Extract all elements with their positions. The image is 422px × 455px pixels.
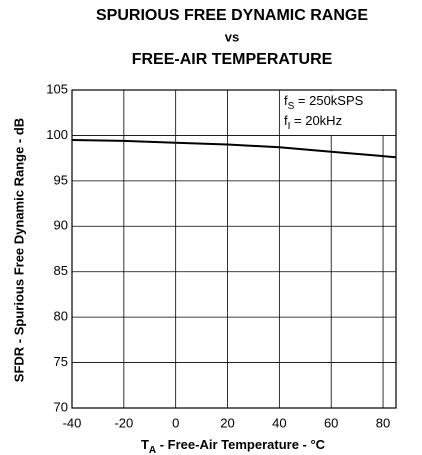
y-tick-label: 100: [46, 127, 68, 142]
x-label-part: T: [141, 437, 149, 452]
x-tick-label: -20: [114, 415, 133, 430]
y-tick-label: 80: [54, 309, 68, 324]
y-axis-label: SFDR - Spurious Free Dynamic Range - dB: [11, 118, 26, 382]
y-tick-label: 95: [54, 172, 68, 187]
x-tick-label: -40: [63, 415, 82, 430]
y-tick-label: 85: [54, 263, 68, 278]
chart-title: vs: [225, 29, 239, 44]
x-tick-label: 60: [324, 415, 338, 430]
x-tick-label: 20: [220, 415, 234, 430]
annotation-part: = 20kHz: [290, 113, 342, 128]
data-line: [71, 138, 397, 159]
annotation: fI = 20kHz: [284, 113, 342, 131]
chart-title: FREE-AIR TEMPERATURE: [132, 51, 333, 68]
x-tick-label: 40: [272, 415, 286, 430]
annotation-sub: I: [288, 121, 291, 132]
annotation-part: f: [284, 113, 288, 128]
annotation-part: = 250kSPS: [294, 93, 363, 108]
plot-frame: [71, 89, 397, 409]
y-tick-label: 105: [46, 81, 68, 96]
x-tick-label: 80: [376, 415, 390, 430]
y-tick-label: 75: [54, 354, 68, 369]
y-tick-label: 70: [54, 399, 68, 414]
y-tick-label: 90: [54, 218, 68, 233]
x-tick-label: 0: [172, 415, 179, 430]
chart-title: SPURIOUS FREE DYNAMIC RANGE: [96, 7, 368, 24]
x-label-sub: A: [149, 445, 156, 455]
annotation-box: [280, 91, 395, 135]
x-label-part: - Free-Air Temperature - °C: [156, 437, 326, 452]
annotation: fS = 250kSPS: [284, 93, 364, 111]
x-axis-label: TA - Free-Air Temperature - °C: [141, 437, 326, 455]
annotation-sub: S: [288, 101, 295, 112]
annotation-part: f: [284, 93, 288, 108]
